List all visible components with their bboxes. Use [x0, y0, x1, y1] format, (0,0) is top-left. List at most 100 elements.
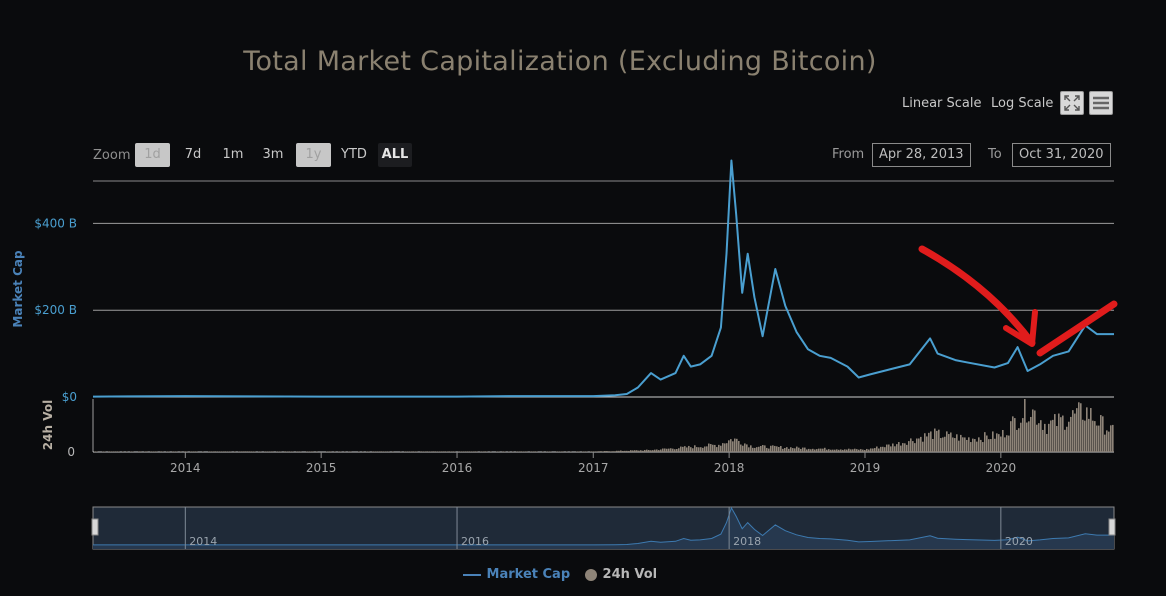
volume-tick-label: 0 [67, 445, 75, 459]
x-tick-label: 2020 [986, 461, 1017, 475]
zoom-3m-button[interactable]: 3m [262, 147, 284, 162]
volume-bar [606, 451, 608, 452]
volume-bar [502, 451, 504, 452]
volume-bar [428, 451, 430, 452]
volume-bar [708, 443, 710, 452]
volume-bar [744, 443, 746, 452]
volume-bar [1056, 426, 1058, 452]
volume-bar [1048, 423, 1050, 452]
to-date-input[interactable]: Oct 31, 2020 [1012, 143, 1111, 167]
volume-bar [184, 451, 186, 452]
annotation-arrow-down [918, 245, 1036, 347]
volume-bar [1104, 434, 1106, 452]
legend-volume[interactable]: 24h Vol [584, 567, 657, 582]
volume-bar [1008, 435, 1010, 452]
volume-bar [1006, 435, 1008, 452]
menu-button[interactable] [1089, 91, 1113, 115]
y-tick-label: $400 B [34, 216, 77, 230]
volume-bar [852, 449, 854, 452]
x-tick-label: 2018 [714, 461, 745, 475]
volume-bar [404, 451, 406, 452]
zoom-7d-button[interactable]: 7d [184, 147, 202, 162]
volume-bar [674, 449, 676, 452]
zoom-1d-button[interactable]: 1d [135, 143, 170, 167]
volume-bar [608, 451, 610, 452]
volume-bar [936, 430, 938, 452]
volume-bar [656, 449, 658, 452]
volume-bar [602, 451, 604, 452]
volume-bar [452, 451, 454, 452]
volume-bar [722, 443, 724, 452]
hamburger-menu-icon [1093, 96, 1109, 110]
volume-bar [806, 449, 808, 452]
volume-bar [126, 451, 128, 452]
volume-bar [306, 451, 308, 452]
volume-bar [876, 446, 878, 452]
volume-bar [1086, 407, 1088, 452]
y-tick-label: $200 B [34, 303, 77, 317]
volume-bar [992, 431, 994, 452]
market-cap-line [92, 159, 1114, 398]
volume-bar [962, 437, 964, 452]
volume-bar [892, 443, 894, 452]
volume-bar [214, 451, 216, 452]
volume-bar [1084, 420, 1086, 452]
volume-bar [1074, 413, 1076, 452]
volume-bar [1108, 431, 1110, 452]
volume-bar [116, 451, 118, 452]
volume-bar [562, 451, 564, 452]
zoom-ytd-button[interactable]: YTD [341, 147, 367, 162]
volume-bar [350, 451, 352, 452]
volume-bar [682, 446, 684, 452]
volume-bar [710, 444, 712, 452]
volume-bar [522, 451, 524, 452]
volume-bar [914, 443, 916, 452]
volume-bar [952, 437, 954, 452]
legend-market-cap-label: Market Cap [486, 567, 571, 582]
volume-bar [288, 451, 290, 452]
volume-bar [626, 450, 628, 452]
volume-bar [906, 444, 908, 452]
zoom-1y-button[interactable]: 1y [296, 143, 331, 167]
volume-bar [678, 448, 680, 452]
volume-bar [486, 451, 488, 452]
volume-bar [110, 451, 112, 452]
volume-bar [868, 449, 870, 452]
volume-bar [990, 439, 992, 452]
volume-bar [734, 438, 736, 452]
navigator-right-handle[interactable] [1108, 518, 1116, 536]
volume-bar [922, 441, 924, 452]
volume-bar [706, 446, 708, 452]
volume-bar [462, 451, 464, 452]
volume-bar [1076, 408, 1078, 452]
volume-bar [1112, 424, 1114, 452]
zoom-1m-button[interactable]: 1m [222, 147, 244, 162]
volume-bar [816, 449, 818, 452]
volume-bar [940, 438, 942, 452]
volume-bar [556, 451, 558, 452]
volume-bar [1004, 437, 1006, 452]
volume-bar [628, 450, 630, 452]
zoom-all-button[interactable]: ALL [378, 143, 412, 167]
volume-bar [762, 445, 764, 452]
linear-scale-button[interactable]: Linear Scale [902, 96, 982, 111]
volume-bar [614, 451, 616, 452]
volume-bar [888, 444, 890, 452]
volume-bar [246, 451, 248, 452]
volume-bar [382, 451, 384, 452]
volume-bar [392, 451, 394, 452]
volume-bar [224, 451, 226, 452]
fullscreen-button[interactable] [1060, 91, 1084, 115]
volume-bar [780, 445, 782, 452]
from-date-input[interactable]: Apr 28, 2013 [872, 143, 971, 167]
log-scale-button[interactable]: Log Scale [991, 96, 1054, 111]
volume-bar [874, 448, 876, 452]
volume-bar [672, 448, 674, 452]
volume-bar [1040, 420, 1042, 452]
legend-market-cap[interactable]: Market Cap [462, 567, 570, 582]
volume-bar [330, 451, 332, 452]
volume-bar [698, 447, 700, 452]
volume-bar [948, 434, 950, 452]
navigator-left-handle[interactable] [91, 518, 99, 536]
volume-bar [968, 437, 970, 452]
